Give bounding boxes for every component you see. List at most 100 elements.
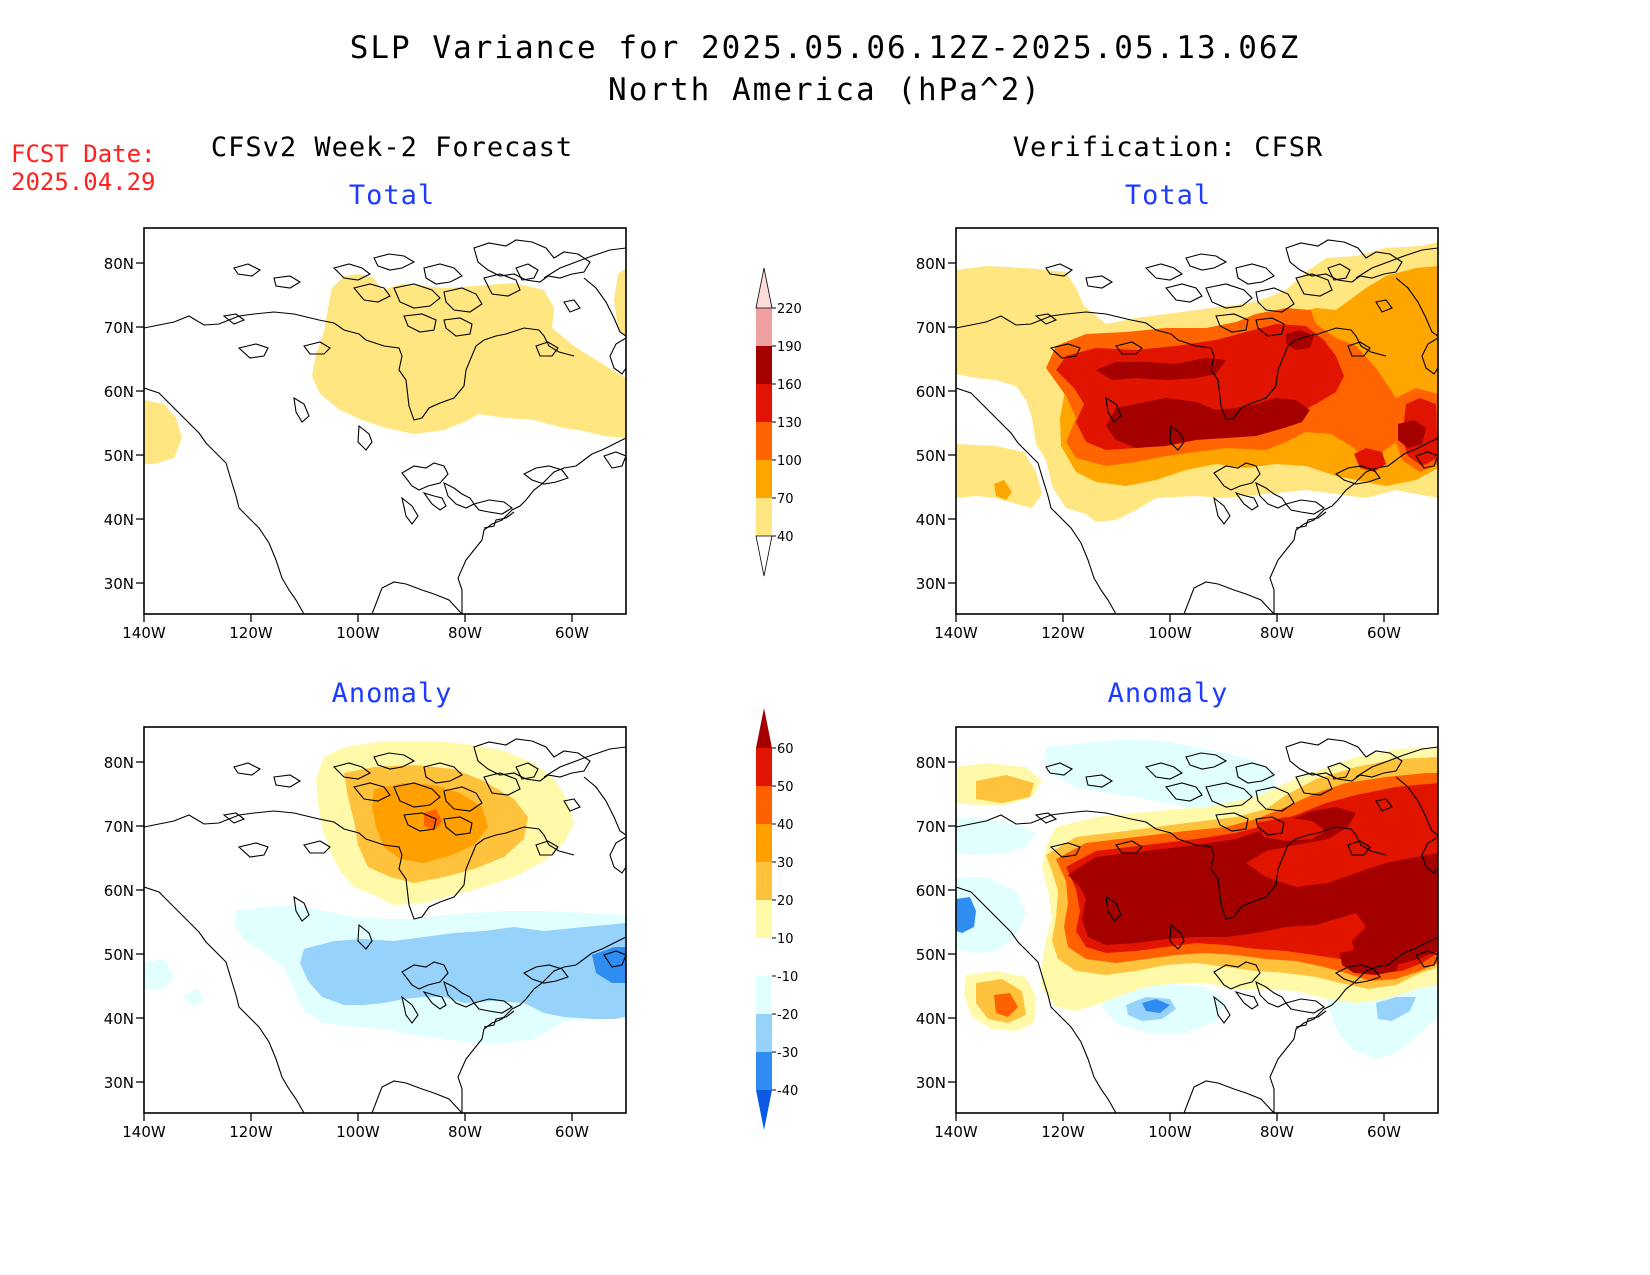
lat-tick-label: 70N	[104, 818, 134, 836]
colorbar-anomaly: -40 -30 -20 -10 10 20 30 40 50 60	[756, 708, 798, 1130]
colorbar-total: 40 70 100 130 160 190 220	[755, 267, 802, 577]
lon-tick-label: 120W	[1041, 624, 1085, 642]
forecast-total-fill	[144, 268, 626, 464]
colorbar-anomaly-label: -10	[777, 970, 798, 985]
lat-tick-label: 80N	[916, 255, 946, 273]
fcst-date-label: FCST Date:	[11, 140, 156, 168]
lon-tick-label: 60W	[1367, 624, 1401, 642]
lat-tick-label: 40N	[104, 1010, 134, 1028]
colorbar-anomaly-swatch	[756, 1052, 772, 1090]
lon-tick-label: 80W	[448, 1123, 482, 1141]
lon-tick-label: 120W	[229, 1123, 273, 1141]
colorbar-total-swatch	[756, 346, 772, 384]
colorbar-anomaly-top-arrow	[756, 708, 772, 748]
lon-tick-label: 60W	[555, 1123, 589, 1141]
colorbar-anomaly-label: 20	[777, 894, 794, 909]
lat-tick-label: 40N	[104, 511, 134, 529]
verification-anomaly-fill	[956, 739, 1438, 1059]
lat-tick-label: 30N	[916, 1074, 946, 1092]
colorbar-anomaly-label: -30	[777, 1046, 798, 1061]
lon-tick-label: 80W	[1260, 624, 1294, 642]
colorbar-total-label: 190	[777, 340, 802, 355]
colorbar-anomaly-label: -40	[777, 1084, 798, 1099]
colorbar-anomaly-swatch	[756, 786, 772, 824]
forecast-anomaly-fill	[144, 741, 626, 1043]
lat-tick-label: 30N	[916, 575, 946, 593]
fcst-date-block: FCST Date: 2025.04.29	[11, 140, 156, 196]
verification-column-heading: Verification: CFSR	[1012, 132, 1324, 163]
lat-tick-label: 60N	[916, 882, 946, 900]
colorbar-anomaly-swatch	[756, 1014, 772, 1052]
forecast-anomaly-map	[135, 726, 627, 1122]
fcst-total-title: Total	[348, 180, 436, 211]
colorbar-total-swatch	[756, 498, 772, 536]
colorbar-total-label: 100	[777, 454, 802, 469]
lat-tick-label: 80N	[104, 754, 134, 772]
lon-tick-label: 100W	[1148, 1123, 1192, 1141]
lat-tick-label: 60N	[104, 383, 134, 401]
colorbar-anomaly-swatch	[756, 900, 772, 938]
lon-tick-label: 140W	[122, 1123, 166, 1141]
lon-tick-label: 60W	[1367, 1123, 1401, 1141]
colorbar-total-bottom-arrow	[755, 535, 773, 577]
lat-tick-label: 70N	[916, 818, 946, 836]
lon-tick-label: 60W	[555, 624, 589, 642]
lon-tick-label: 140W	[934, 1123, 978, 1141]
colorbar-total-top-arrow	[755, 267, 773, 309]
lat-tick-label: 40N	[916, 1010, 946, 1028]
colorbar-total-label: 70	[777, 492, 794, 507]
lat-tick-label: 60N	[916, 383, 946, 401]
lat-tick-label: 70N	[916, 319, 946, 337]
lon-tick-label: 120W	[1041, 1123, 1085, 1141]
chart-title: SLP Variance for 2025.05.06.12Z-2025.05.…	[349, 30, 1301, 66]
verification-anomaly-map	[947, 726, 1439, 1122]
lat-tick-label: 30N	[104, 575, 134, 593]
colorbar-anomaly-label: 40	[777, 818, 794, 833]
lat-tick-label: 50N	[104, 946, 134, 964]
lat-tick-label: 80N	[916, 754, 946, 772]
lat-tick-label: 50N	[104, 447, 134, 465]
lat-tick-label: 80N	[104, 255, 134, 273]
chart-subtitle: North America (hPa^2)	[608, 72, 1042, 108]
lat-tick-label: 60N	[104, 882, 134, 900]
colorbar-total-swatch	[756, 384, 772, 422]
forecast-total-map	[135, 227, 627, 623]
lat-tick-label: 30N	[104, 1074, 134, 1092]
colorbar-total-swatch	[756, 460, 772, 498]
verif-total-title: Total	[1124, 180, 1212, 211]
lon-tick-label: 120W	[229, 624, 273, 642]
colorbar-total-label: 160	[777, 378, 802, 393]
colorbar-anomaly-swatch	[756, 938, 772, 976]
lon-tick-label: 140W	[934, 624, 978, 642]
lon-tick-label: 100W	[336, 624, 380, 642]
verif-anomaly-title: Anomaly	[1107, 678, 1229, 709]
fcst-date-value: 2025.04.29	[11, 168, 156, 196]
colorbar-anomaly-swatch	[756, 862, 772, 900]
colorbar-anomaly-swatch	[756, 824, 772, 862]
verification-total-fill	[956, 242, 1438, 522]
lon-tick-label: 100W	[336, 1123, 380, 1141]
lon-tick-label: 80W	[1260, 1123, 1294, 1141]
colorbar-anomaly-label: 60	[777, 742, 794, 757]
colorbar-total-swatch	[756, 422, 772, 460]
lon-tick-label: 140W	[122, 624, 166, 642]
lat-tick-label: 50N	[916, 946, 946, 964]
forecast-column-heading: CFSv2 Week-2 Forecast	[210, 132, 574, 163]
colorbar-anomaly-label: -20	[777, 1008, 798, 1023]
lat-tick-label: 50N	[916, 447, 946, 465]
lon-tick-label: 100W	[1148, 624, 1192, 642]
colorbar-anomaly-swatch	[756, 976, 772, 1014]
colorbar-anomaly-label: 30	[777, 856, 794, 871]
lon-tick-label: 80W	[448, 624, 482, 642]
fcst-anomaly-title: Anomaly	[331, 678, 453, 709]
colorbar-total-label: 130	[777, 416, 802, 431]
verification-total-map	[947, 227, 1439, 623]
colorbar-anomaly-label: 50	[777, 780, 794, 795]
lat-tick-label: 40N	[916, 511, 946, 529]
colorbar-anomaly-label: 10	[777, 932, 794, 947]
axis-labels: 140W 120W 100W 80W 60W 80N 70N 60N 50N 40N 30N 140W…	[104, 255, 1401, 1141]
colorbar-anomaly-bottom-arrow	[756, 1090, 772, 1130]
colorbar-total-label: 40	[777, 530, 794, 545]
colorbar-anomaly-swatch	[756, 748, 772, 786]
lat-tick-label: 70N	[104, 319, 134, 337]
